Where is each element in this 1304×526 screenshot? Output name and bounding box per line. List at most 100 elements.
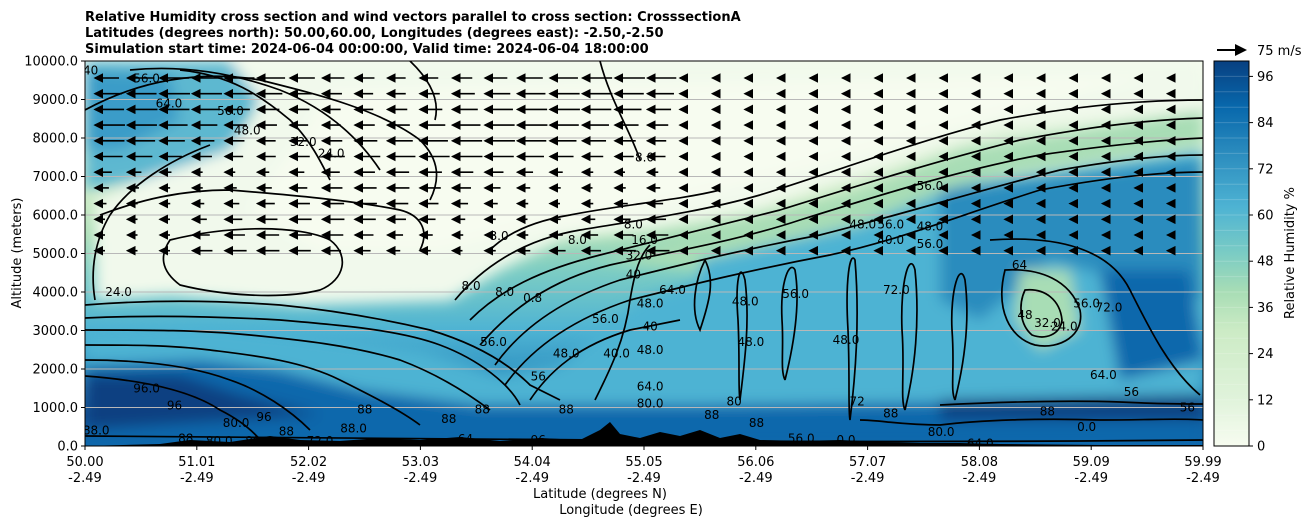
contour-label: 48.0	[234, 123, 261, 137]
contour-label: 48.0	[553, 347, 580, 361]
colorbar-tick-label: 72	[1257, 162, 1274, 177]
x-tick-label-lat: 56.06	[737, 455, 774, 470]
colorbar-ticks: 0 12 24 36 48 60 72 84 96	[1249, 70, 1274, 455]
contour-label: 40.0	[877, 233, 904, 247]
x-tick-label-lon: -2.49	[1186, 471, 1220, 486]
colorbar-label: Relative Humidity %	[1283, 187, 1298, 319]
contour-label: 56.0	[1073, 297, 1100, 311]
contour-label: 56.0	[480, 335, 507, 349]
x-tick-label-lon: -2.49	[851, 471, 885, 486]
contour-label: 72.0	[1096, 300, 1123, 314]
contour-label: 24.0	[1051, 320, 1078, 334]
contour-label: 64.0	[659, 283, 686, 297]
contour-label: 56.0	[917, 237, 944, 251]
colorbar: 0 12 24 36 48 60 72 84 96	[1213, 60, 1274, 455]
contour-label: 88	[475, 402, 490, 416]
y-axis-label: Altitude (meters)	[10, 198, 25, 309]
contour-label: 88	[279, 424, 294, 438]
contour-label: 56.0	[917, 179, 944, 193]
contour-label: 48.0	[637, 343, 664, 357]
colorbar-tick-label: 84	[1257, 116, 1274, 131]
contour-label: 56	[1124, 385, 1139, 399]
contour-label: 72	[850, 395, 865, 409]
x-tick-label-lon: -2.49	[515, 471, 549, 486]
colorbar-tick-label: 96	[1257, 70, 1274, 85]
chart-title-line-3: Simulation start time: 2024-06-04 00:00:…	[85, 42, 649, 57]
colorbar-tick-label: 24	[1257, 347, 1274, 362]
colorbar-tick-label: 0	[1257, 440, 1265, 455]
chart-title-line-1: Relative Humidity cross section and wind…	[85, 10, 741, 25]
x-tick-label-lat: 53.03	[402, 455, 439, 470]
y-tick-label: 1000.0	[33, 401, 79, 416]
y-tick-label: 9000.0	[33, 93, 79, 108]
x-tick-label-lon: -2.49	[739, 471, 773, 486]
wind-vectors	[93, 73, 1176, 256]
chart-title-line-2: Latitudes (degrees north): 50.00,60.00, …	[85, 26, 664, 41]
contour-label: 80	[726, 395, 741, 409]
contour-label: 56.0	[217, 104, 244, 118]
terrain	[85, 422, 1203, 446]
contour-label: 0.8	[523, 291, 542, 305]
contour-label: 88	[559, 402, 574, 416]
y-gridlines	[85, 99, 1203, 408]
x-tick-label-lon: -2.49	[1074, 471, 1108, 486]
x-tick-label-lon: -2.49	[68, 471, 102, 486]
contour-label: 32.0	[290, 135, 317, 149]
contour-label: 88	[704, 408, 719, 422]
contour-label: 0.0	[1077, 420, 1096, 434]
x-tick-label-lat: 51.01	[178, 455, 215, 470]
contour-label: 48	[1017, 308, 1032, 322]
x-tick-label-lat: 50.00	[66, 455, 103, 470]
contour-label: 48.0	[637, 297, 664, 311]
x-tick-label-lon: -2.49	[627, 471, 661, 486]
contour-label: 80.0	[928, 425, 955, 439]
contour-lines	[85, 61, 1203, 446]
contour-label: 40.0	[603, 347, 630, 361]
contour-label: 96	[167, 399, 182, 413]
x-tick-label-lon: -2.49	[963, 471, 997, 486]
y-axis: 0.0 1000.0 2000.0 3000.0 4000.0 5000.0 6000.0 7…	[24, 55, 85, 455]
contour-label: 64.0	[1090, 368, 1117, 382]
y-tick-label: 3000.0	[33, 324, 79, 339]
contour-label: 56.0	[782, 287, 809, 301]
colorbar-fill	[1214, 61, 1249, 446]
y-tick-label: 5000.0	[33, 247, 79, 262]
colorbar-tick-label: 60	[1257, 209, 1274, 224]
x-tick-label-lat: 58.08	[961, 455, 998, 470]
colorbar-tick-label: 48	[1257, 255, 1274, 270]
contour-label: 56.0	[877, 218, 904, 232]
contour-label: 40	[643, 320, 658, 334]
contour-label: 32.0	[1034, 316, 1061, 330]
x-tick-label-lon: -2.49	[180, 471, 214, 486]
contour-label: 88	[749, 416, 764, 430]
quiver-key-label: 75 m/s	[1257, 44, 1302, 59]
contour-label: 8.0	[462, 279, 481, 293]
contour-label: 24.0	[105, 285, 132, 299]
contour-label: 8.0	[490, 229, 509, 243]
contour-label: 88	[883, 406, 898, 420]
contour-label: 80.0	[223, 416, 250, 430]
contour-label: 56.0	[592, 312, 619, 326]
x-tick-label-lat: 52.02	[290, 455, 327, 470]
contour-label: 40	[626, 268, 641, 282]
contour-label: 48.0	[917, 220, 944, 234]
x-tick-label-lat: 54.04	[514, 455, 551, 470]
contour-label: 56	[1180, 401, 1195, 415]
contour-label: 80.0	[637, 397, 664, 411]
x-axis-label-longitude: Longitude (degrees E)	[559, 503, 703, 518]
contour-label: 48.0	[738, 335, 765, 349]
contour-label: 48.0	[849, 218, 876, 232]
x-tick-label-lat: 59.99	[1184, 455, 1221, 470]
contour-label: 64.0	[967, 437, 994, 451]
contour-label: 64	[1012, 258, 1027, 272]
contour-label: 56	[531, 370, 546, 384]
x-tick-label-lat: 59.09	[1073, 455, 1110, 470]
contour-label: 48.0	[732, 295, 759, 309]
x-tick-label-lon: -2.49	[404, 471, 438, 486]
contour-label: 72.0	[883, 283, 910, 297]
contour-label: 96.0	[133, 381, 160, 395]
y-tick-label: 10000.0	[24, 55, 78, 70]
contour-label: 88	[357, 402, 372, 416]
contour-label: 32.0	[626, 248, 653, 262]
